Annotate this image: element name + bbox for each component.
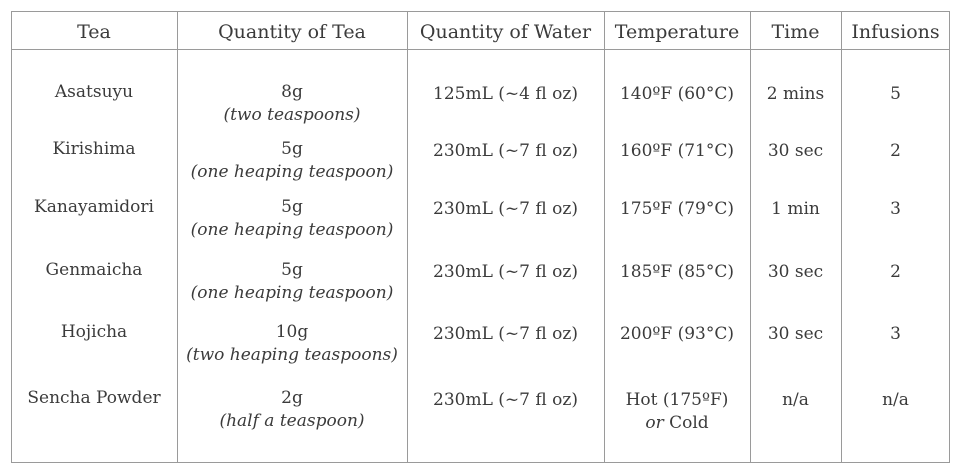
tea-quantity-note: (half a teaspoon) — [219, 411, 365, 431]
tea-name: Sencha Powder — [11, 387, 177, 409]
tea-name: Asatsuyu — [11, 81, 177, 103]
water-quantity-value: 230mL (~7 fl oz) — [433, 324, 578, 344]
temperature: 175ºF (79°C) — [604, 198, 750, 221]
tea-quantity-note: (one heaping teaspoon) — [190, 220, 394, 240]
header-quantity-of-water: Quantity of Water — [419, 21, 592, 43]
steep-time-value: 1 min — [771, 199, 820, 219]
infusions-count: 2 — [841, 140, 950, 162]
tea-table — [11, 11, 950, 463]
header-quantity-of-tea: Quantity of Tea — [218, 21, 366, 43]
tea-quantity-value: 5g — [281, 260, 303, 280]
tea-quantity: 8g (two teaspoons) — [177, 81, 407, 126]
tea-quantity-value: 5g — [281, 197, 303, 217]
infusions-count-value: 3 — [890, 324, 901, 344]
temperature-value: 200ºF (93°C) — [619, 324, 735, 344]
temperature: Hot (175ºF) or Cold — [604, 389, 750, 434]
steep-time: 30 sec — [750, 140, 841, 162]
infusions-count: n/a — [841, 389, 950, 411]
steep-time: 30 sec — [750, 261, 841, 283]
header-infusions: Infusions — [851, 21, 940, 43]
steep-time: 1 min — [750, 198, 841, 220]
temperature-note: or Cold — [645, 413, 709, 433]
tea-name: Hojicha — [11, 321, 177, 343]
column-divider — [177, 11, 178, 463]
steep-time-value: 2 mins — [766, 84, 825, 104]
water-quantity-value: 125mL (~4 fl oz) — [433, 84, 578, 104]
column-divider — [750, 11, 751, 463]
infusions-count: 5 — [841, 83, 950, 105]
water-quantity: 230mL (~7 fl oz) — [407, 261, 604, 283]
tea-quantity-note: (one heaping teaspoon) — [190, 162, 394, 182]
tea-quantity-value: 5g — [281, 139, 303, 159]
water-quantity: 230mL (~7 fl oz) — [407, 323, 604, 345]
infusions-count-value: 2 — [890, 141, 901, 161]
tea-name-value: Sencha Powder — [27, 388, 161, 408]
temperature-value: 160ºF (71°C) — [619, 141, 735, 161]
header-tea: Tea — [77, 21, 111, 43]
steep-time: 2 mins — [750, 83, 841, 105]
water-quantity-value: 230mL (~7 fl oz) — [433, 141, 578, 161]
tea-quantity-value: 8g — [281, 82, 303, 102]
column-divider — [604, 11, 605, 463]
tea-name: Genmaicha — [11, 259, 177, 281]
header-temperature: Temperature — [614, 21, 740, 43]
steep-time-value: n/a — [782, 390, 809, 410]
tea-name: Kanayamidori — [11, 196, 177, 218]
water-quantity: 230mL (~7 fl oz) — [407, 140, 604, 162]
steep-time: n/a — [750, 389, 841, 411]
water-quantity: 125mL (~4 fl oz) — [407, 83, 604, 105]
temperature-value: Hot (175ºF) — [625, 390, 729, 410]
steep-time: 30 sec — [750, 323, 841, 345]
infusions-count: 2 — [841, 261, 950, 283]
tea-quantity-note: (two teaspoons) — [223, 105, 361, 125]
tea-quantity-value: 10g — [275, 322, 309, 342]
infusions-count: 3 — [841, 198, 950, 220]
tea-quantity-note: (one heaping teaspoon) — [190, 283, 394, 303]
steep-time-value: 30 sec — [767, 141, 824, 161]
infusions-count-value: 3 — [890, 199, 901, 219]
tea-quantity: 5g (one heaping teaspoon) — [177, 138, 407, 183]
infusions-count: 3 — [841, 323, 950, 345]
tea-quantity: 5g (one heaping teaspoon) — [177, 259, 407, 304]
temperature-value: 140ºF (60°C) — [619, 84, 735, 104]
tea-name-value: Genmaicha — [45, 260, 143, 280]
water-quantity: 230mL (~7 fl oz) — [407, 198, 604, 220]
water-quantity-value: 230mL (~7 fl oz) — [433, 390, 578, 410]
temperature: 200ºF (93°C) — [604, 323, 750, 346]
infusions-count-value: n/a — [882, 390, 909, 410]
column-divider — [407, 11, 408, 463]
header-time: Time — [771, 21, 820, 43]
tea-name-value: Kanayamidori — [34, 197, 154, 217]
header-divider — [11, 49, 950, 50]
tea-quantity: 2g (half a teaspoon) — [177, 387, 407, 432]
tea-name-value: Asatsuyu — [54, 82, 134, 102]
infusions-count-value: 2 — [890, 262, 901, 282]
tea-name-value: Kirishima — [52, 139, 136, 159]
water-quantity-value: 230mL (~7 fl oz) — [433, 199, 578, 219]
column-divider — [841, 11, 842, 463]
tea-name-value: Hojicha — [60, 322, 128, 342]
temperature-value: 175ºF (79°C) — [619, 199, 735, 219]
water-quantity-value: 230mL (~7 fl oz) — [433, 262, 578, 282]
tea-quantity: 10g (two heaping teaspoons) — [177, 321, 407, 366]
temperature: 185ºF (85°C) — [604, 261, 750, 284]
steep-time-value: 30 sec — [767, 324, 824, 344]
water-quantity: 230mL (~7 fl oz) — [407, 389, 604, 411]
tea-name: Kirishima — [11, 138, 177, 160]
infusions-count-value: 5 — [890, 84, 901, 104]
tea-quantity-value: 2g — [281, 388, 303, 408]
tea-quantity: 5g (one heaping teaspoon) — [177, 196, 407, 241]
temperature-value: 185ºF (85°C) — [619, 262, 735, 282]
steep-time-value: 30 sec — [767, 262, 824, 282]
tea-quantity-note: (two heaping teaspoons) — [186, 345, 398, 365]
temperature: 160ºF (71°C) — [604, 140, 750, 163]
temperature: 140ºF (60°C) — [604, 83, 750, 106]
